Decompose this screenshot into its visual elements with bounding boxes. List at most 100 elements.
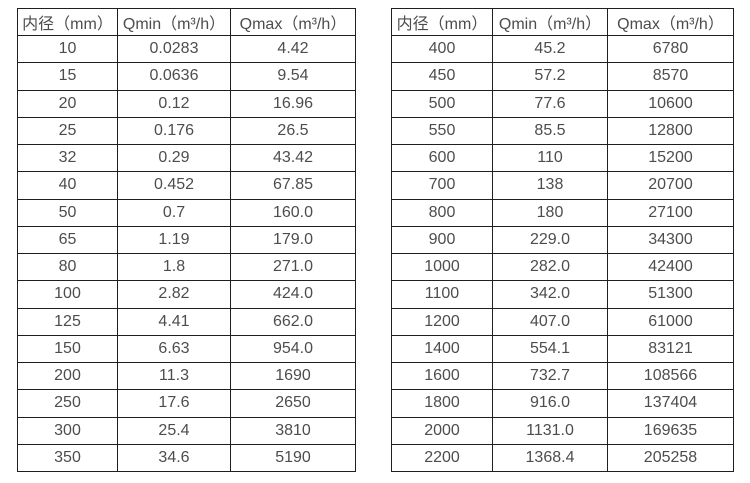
table-cell: 271.0 [230, 252, 356, 282]
table-cell: 500 [391, 89, 493, 118]
table-cell: 51300 [607, 280, 734, 309]
table-row: 1100 342.0 51300 [391, 280, 734, 309]
table-row: 25 0.176 26.5 [17, 116, 356, 146]
table-cell: 424.0 [230, 280, 356, 309]
header-qmin: Qmin（m³/h） [117, 8, 231, 36]
table-cell: 400 [391, 34, 493, 64]
table-cell: 160.0 [230, 198, 356, 227]
table-cell: 138 [492, 171, 608, 200]
table-cell: 108566 [607, 361, 734, 391]
table-cell: 43.42 [230, 143, 356, 173]
table-row: 300 25.4 3810 [17, 416, 356, 445]
table-row: 1000 282.0 42400 [391, 252, 734, 282]
table-cell: 77.6 [492, 89, 608, 118]
header-qmax: Qmax（m³/h） [607, 8, 734, 36]
table-cell: 16.96 [230, 89, 356, 118]
table-body: 10 0.0283 4.42 15 0.0636 9.54 20 0.12 16.96 25 0.1… [17, 34, 356, 473]
table-cell: 342.0 [492, 280, 608, 309]
table-cell: 1.19 [117, 225, 231, 255]
table-cell: 10600 [607, 89, 734, 118]
table-cell: 34.6 [117, 443, 231, 473]
table-row: 250 17.6 2650 [17, 389, 356, 418]
table-cell: 205258 [607, 443, 734, 473]
flow-spec-table-small-diameters: 内径（mm） Qmin（m³/h） Qmax（m³/h） 10 0.0283 4.4… [17, 8, 356, 473]
table-cell: 200 [17, 361, 118, 391]
table-cell: 61000 [607, 307, 734, 336]
table-row: 15 0.0636 9.54 [17, 62, 356, 91]
table-header-row: 内径（mm） Qmin（m³/h） Qmax（m³/h） [391, 8, 734, 36]
table-cell: 12800 [607, 116, 734, 146]
table-row: 100 2.82 424.0 [17, 280, 356, 309]
table-cell: 67.85 [230, 171, 356, 200]
table-row: 800 180 27100 [391, 198, 734, 227]
table-cell: 4.41 [117, 307, 231, 336]
table-cell: 11.3 [117, 361, 231, 391]
table-row: 65 1.19 179.0 [17, 225, 356, 255]
table-cell: 20 [17, 89, 118, 118]
table-cell: 0.12 [117, 89, 231, 118]
table-cell: 0.29 [117, 143, 231, 173]
table-cell: 2000 [391, 416, 493, 445]
table-cell: 25 [17, 116, 118, 146]
table-cell: 10 [17, 34, 118, 64]
table-row: 400 45.2 6780 [391, 34, 734, 64]
table-cell: 900 [391, 225, 493, 255]
table-cell: 916.0 [492, 389, 608, 418]
table-cell: 600 [391, 143, 493, 173]
table-cell: 8570 [607, 62, 734, 91]
table-cell: 450 [391, 62, 493, 91]
table-cell: 25.4 [117, 416, 231, 445]
table-row: 2200 1368.4 205258 [391, 443, 734, 473]
table-cell: 954.0 [230, 334, 356, 364]
table-cell: 1000 [391, 252, 493, 282]
table-cell: 57.2 [492, 62, 608, 91]
table-cell: 179.0 [230, 225, 356, 255]
table-cell: 150 [17, 334, 118, 364]
table-cell: 1.8 [117, 252, 231, 282]
table-row: 900 229.0 34300 [391, 225, 734, 255]
table-cell: 0.0283 [117, 34, 231, 64]
table-cell: 2.82 [117, 280, 231, 309]
table-row: 500 77.6 10600 [391, 89, 734, 118]
table-row: 80 1.8 271.0 [17, 252, 356, 282]
table-cell: 125 [17, 307, 118, 336]
table-cell: 180 [492, 198, 608, 227]
table-row: 125 4.41 662.0 [17, 307, 356, 336]
table-cell: 9.54 [230, 62, 356, 91]
table-cell: 350 [17, 443, 118, 473]
table-cell: 1200 [391, 307, 493, 336]
table-cell: 4.42 [230, 34, 356, 64]
header-inner-diameter: 内径（mm） [17, 8, 118, 36]
table-cell: 80 [17, 252, 118, 282]
table-cell: 2200 [391, 443, 493, 473]
table-cell: 732.7 [492, 361, 608, 391]
table-cell: 550 [391, 116, 493, 146]
table-cell: 17.6 [117, 389, 231, 418]
table-row: 2000 1131.0 169635 [391, 416, 734, 445]
table-row: 1200 407.0 61000 [391, 307, 734, 336]
table-cell: 300 [17, 416, 118, 445]
table-cell: 700 [391, 171, 493, 200]
table-cell: 3810 [230, 416, 356, 445]
table-body: 400 45.2 6780 450 57.2 8570 500 77.6 10600 550 85.… [391, 34, 734, 473]
table-cell: 5190 [230, 443, 356, 473]
table-cell: 65 [17, 225, 118, 255]
table-cell: 1800 [391, 389, 493, 418]
table-row: 40 0.452 67.85 [17, 171, 356, 200]
table-row: 20 0.12 16.96 [17, 89, 356, 118]
table-cell: 662.0 [230, 307, 356, 336]
table-row: 350 34.6 5190 [17, 443, 356, 473]
table-cell: 45.2 [492, 34, 608, 64]
table-row: 10 0.0283 4.42 [17, 34, 356, 64]
table-cell: 15200 [607, 143, 734, 173]
table-row: 550 85.5 12800 [391, 116, 734, 146]
table-cell: 85.5 [492, 116, 608, 146]
flow-spec-table-large-diameters: 内径（mm） Qmin（m³/h） Qmax（m³/h） 400 45.2 6780… [391, 8, 734, 473]
table-cell: 110 [492, 143, 608, 173]
table-cell: 34300 [607, 225, 734, 255]
table-cell: 282.0 [492, 252, 608, 282]
table-cell: 229.0 [492, 225, 608, 255]
table-cell: 250 [17, 389, 118, 418]
